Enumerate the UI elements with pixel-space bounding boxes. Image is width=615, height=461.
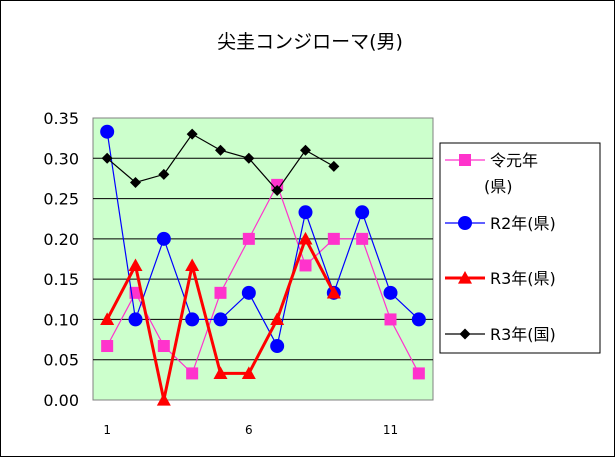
legend-marker bbox=[458, 216, 472, 230]
chart-title: 尖圭コンジローマ(男) bbox=[217, 31, 403, 53]
data-point bbox=[242, 286, 256, 300]
data-point bbox=[300, 259, 312, 271]
plot-area bbox=[93, 118, 433, 400]
data-point bbox=[215, 287, 227, 299]
y-tick-label: 0.00 bbox=[43, 391, 79, 410]
data-point bbox=[129, 312, 143, 326]
data-point bbox=[101, 340, 113, 352]
data-point bbox=[270, 339, 284, 353]
data-point bbox=[214, 312, 228, 326]
data-point bbox=[412, 312, 426, 326]
data-point bbox=[356, 233, 368, 245]
y-tick-label: 0.30 bbox=[43, 149, 79, 168]
y-tick-label: 0.05 bbox=[43, 351, 79, 370]
data-point bbox=[243, 233, 255, 245]
data-point bbox=[299, 205, 313, 219]
legend: 令元年(県)R2年(県)R3年(県)R3年(国) bbox=[440, 143, 600, 353]
legend-label: R3年(県) bbox=[490, 269, 556, 288]
data-point bbox=[100, 125, 114, 139]
y-tick-label: 0.35 bbox=[43, 109, 79, 128]
y-tick-label: 0.20 bbox=[43, 230, 79, 249]
y-tick-label: 0.10 bbox=[43, 310, 79, 329]
data-point bbox=[413, 367, 425, 379]
data-point bbox=[384, 286, 398, 300]
x-tick-label: 6 bbox=[245, 423, 253, 437]
data-point bbox=[158, 340, 170, 352]
data-point bbox=[385, 313, 397, 325]
y-tick-label: 0.25 bbox=[43, 190, 79, 209]
data-point bbox=[186, 367, 198, 379]
x-tick-label: 1 bbox=[103, 423, 111, 437]
data-point bbox=[185, 312, 199, 326]
y-tick-label: 0.15 bbox=[43, 270, 79, 289]
legend-label: R2年(県) bbox=[490, 214, 556, 233]
legend-marker bbox=[459, 154, 471, 166]
data-point bbox=[157, 232, 171, 246]
data-point bbox=[355, 205, 369, 219]
legend-label: R3年(国) bbox=[490, 325, 556, 344]
data-point bbox=[328, 233, 340, 245]
legend-box bbox=[440, 143, 600, 353]
x-tick-label: 11 bbox=[383, 423, 398, 437]
